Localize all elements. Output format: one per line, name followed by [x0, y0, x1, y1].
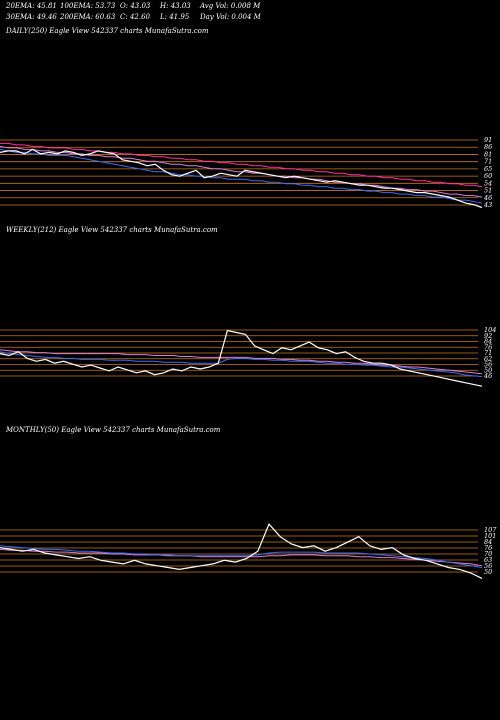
- monthly-tick-label: 56: [484, 562, 492, 570]
- monthly-tick-label: 101: [484, 532, 496, 540]
- day-vol-label: Day Vol: 0.004 M: [200, 13, 261, 21]
- daily-tick-label: 60: [484, 172, 492, 180]
- daily-panel-title: DAILY(250) Eagle View 542337 charts Muna…: [6, 27, 209, 35]
- close-label: C: 42.60: [120, 13, 150, 21]
- weekly-price-line: [0, 329, 483, 387]
- ema200-label: 200EMA: 60.63: [60, 13, 116, 21]
- daily-ema-mid-line: [0, 145, 483, 198]
- monthly-ema-short-line: [0, 545, 483, 568]
- weekly-tick-label: 84: [484, 338, 492, 346]
- ema20-label: 20EMA: 45.81: [6, 2, 57, 10]
- daily-tick-label: 91: [484, 136, 492, 144]
- weekly-tick-label: 104: [484, 326, 496, 334]
- low-label: L: 41.95: [160, 13, 190, 21]
- high-label: H: 43.03: [160, 2, 191, 10]
- weekly-tick-label: 76: [484, 343, 492, 351]
- weekly-tick-label: 92: [484, 332, 492, 340]
- monthly-tick-label: 76: [484, 544, 492, 552]
- monthly-tick-label: 70: [484, 550, 492, 558]
- weekly-tick-label: 50: [484, 366, 492, 374]
- weekly-ema-short-line: [0, 351, 483, 378]
- daily-tick-label: 51: [484, 187, 492, 195]
- avg-vol-label: Avg Vol: 0.008 M: [200, 2, 261, 10]
- daily-tick-label: 81: [484, 150, 492, 158]
- monthly-tick-label: 107: [484, 526, 497, 534]
- open-label: O: 43.03: [120, 2, 151, 10]
- ema30-label: 30EMA: 49.46: [6, 13, 57, 21]
- daily-tick-label: 86: [484, 143, 492, 151]
- monthly-price-line: [0, 522, 483, 579]
- daily-tick-label: 43: [483, 201, 492, 209]
- weekly-tick-label: 46: [483, 372, 492, 380]
- monthly-tick-label: 63: [484, 556, 492, 564]
- monthly-tick-label: 50: [484, 568, 492, 576]
- ema100-label: 100EMA: 53.73: [60, 2, 116, 10]
- weekly-tick-label: 62: [484, 355, 492, 363]
- daily-tick-label: 71: [484, 158, 492, 166]
- daily-tick-label: 65: [484, 165, 492, 173]
- weekly-tick-label: 56: [484, 361, 492, 369]
- weekly-tick-label: 71: [484, 349, 492, 357]
- daily-tick-label: 46: [483, 194, 492, 202]
- monthly-tick-label: 84: [484, 538, 492, 546]
- daily-ema-short-line: [0, 148, 483, 204]
- monthly-panel-title: MONTHLY(50) Eagle View 542337 charts Mun…: [6, 426, 221, 434]
- weekly-panel-title: WEEKLY(212) Eagle View 542337 charts Mun…: [6, 226, 218, 234]
- daily-tick-label: 54: [484, 179, 492, 187]
- weekly-ema-mid-line: [0, 349, 483, 375]
- daily-price-line: [0, 148, 483, 209]
- daily-ema-long-line: [0, 142, 483, 188]
- monthly-ema-mid-line: [0, 548, 483, 567]
